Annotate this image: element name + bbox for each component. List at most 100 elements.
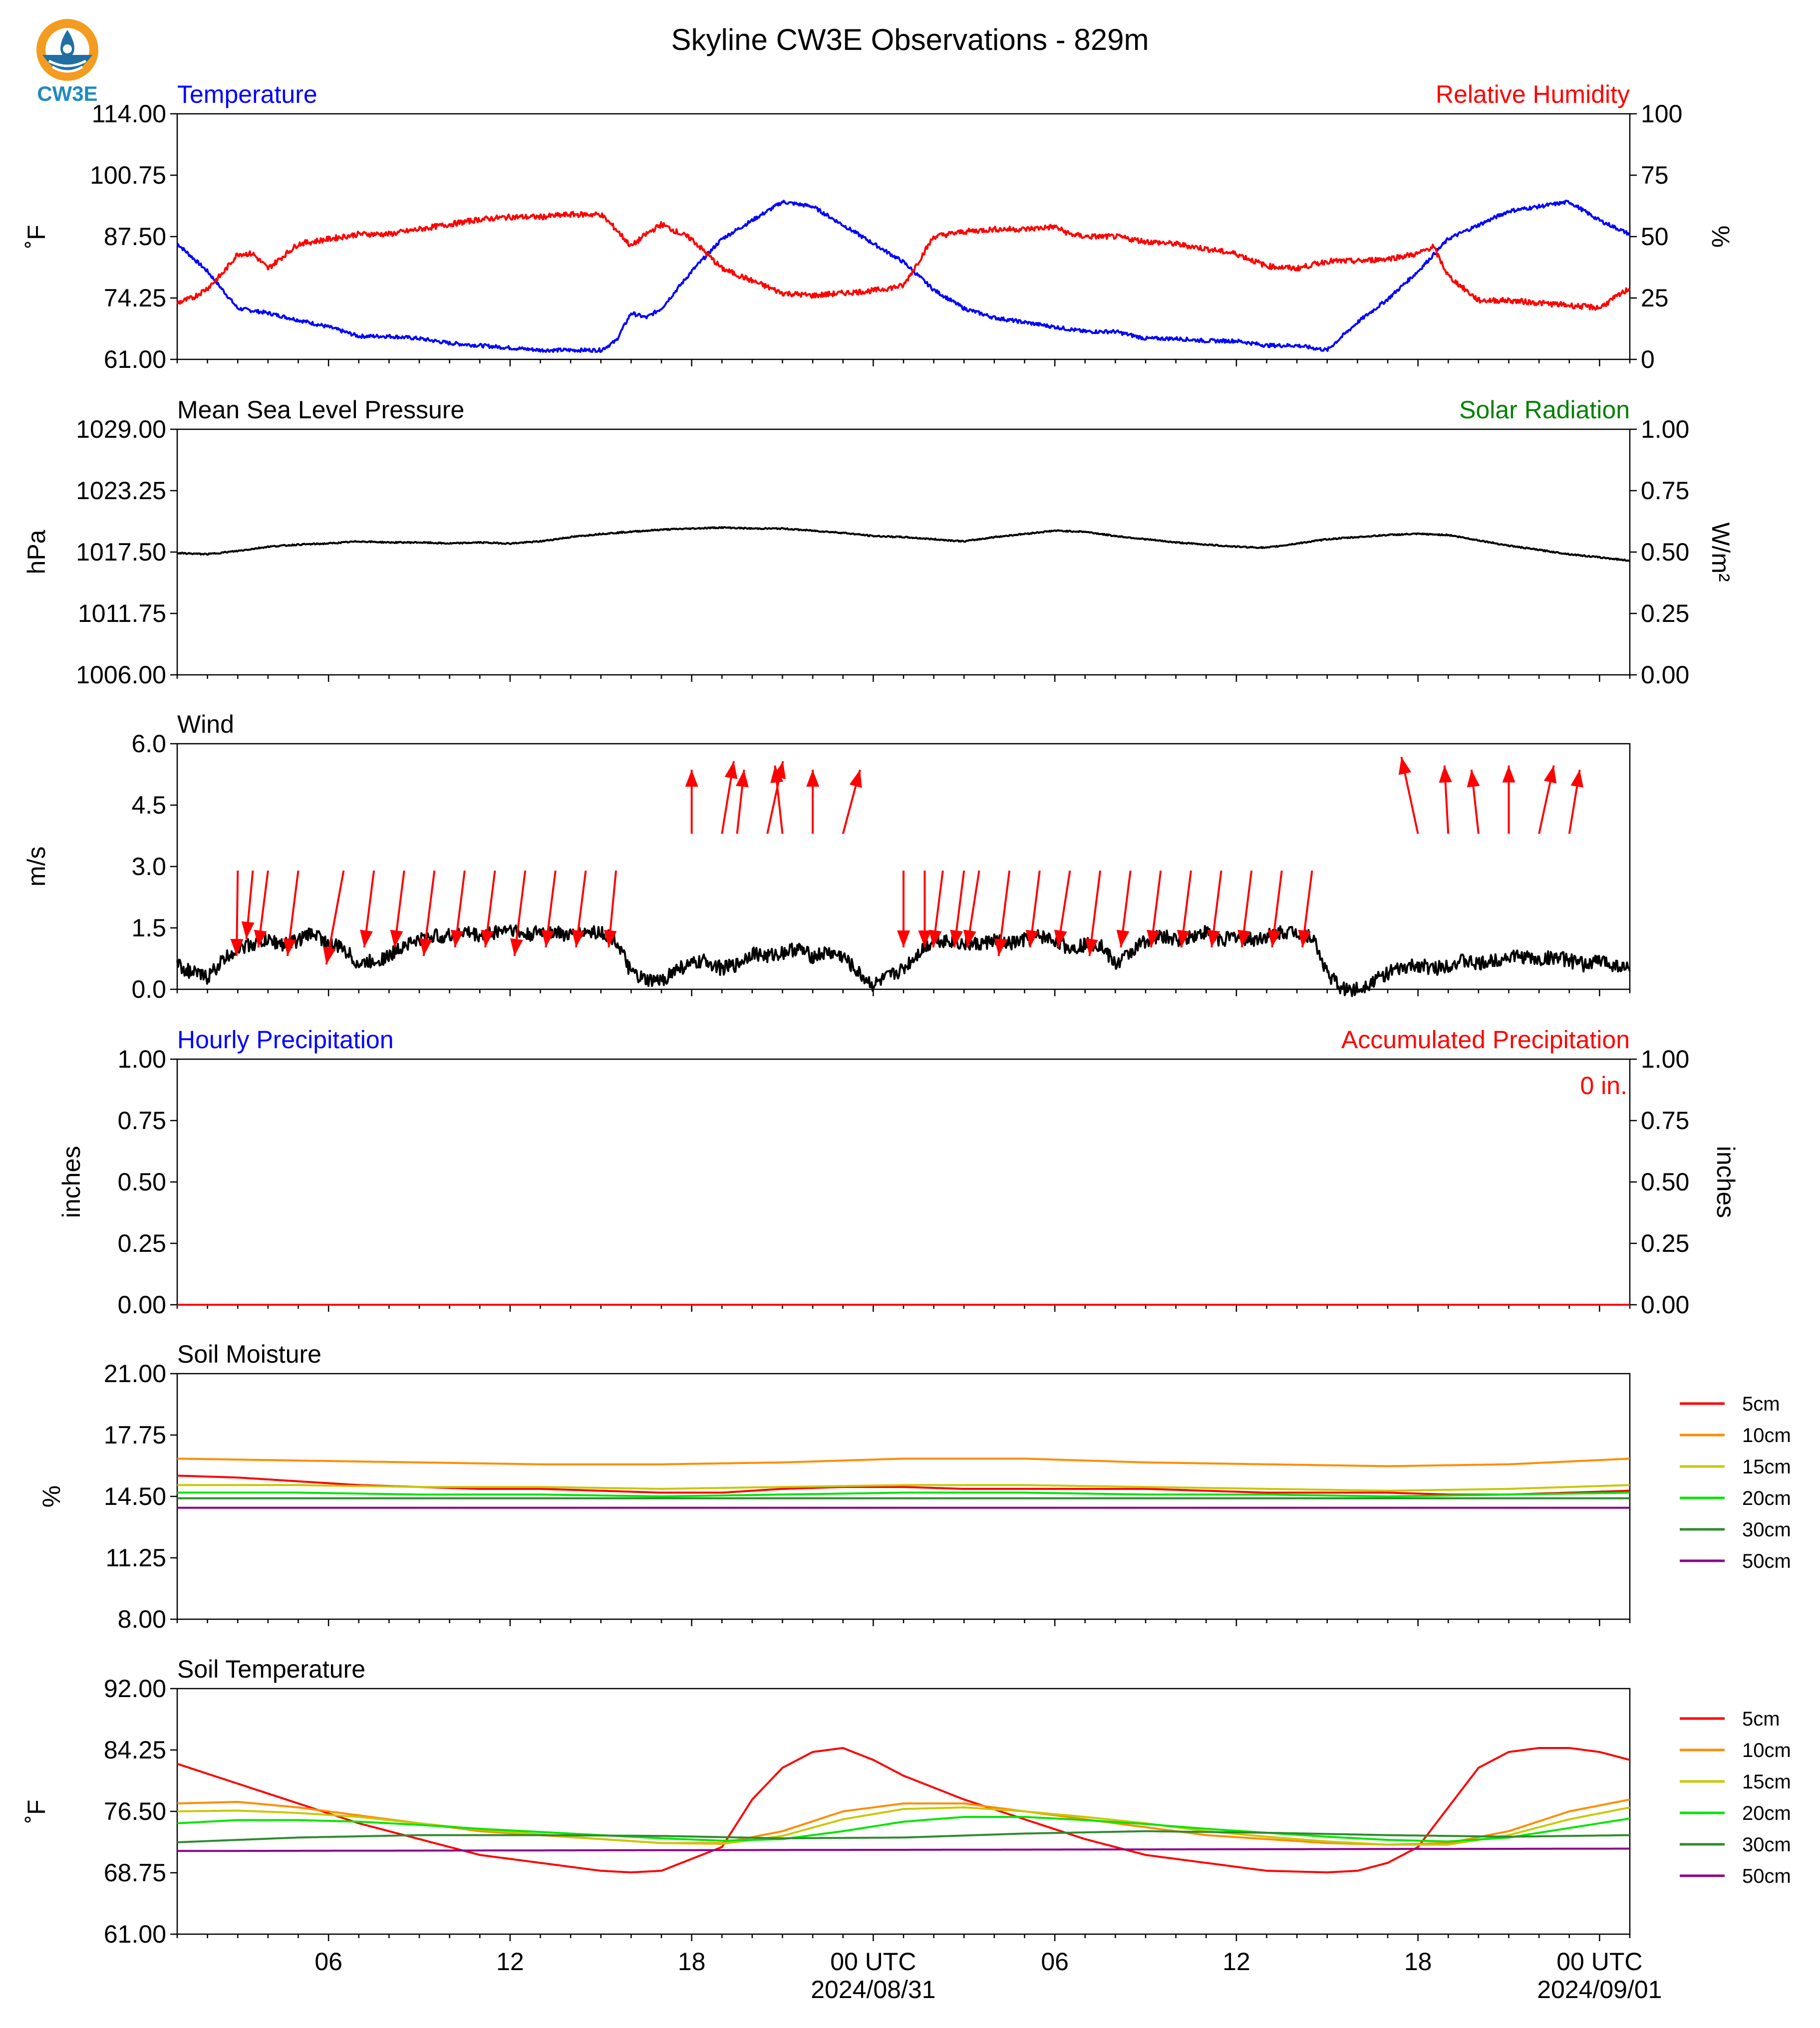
- x-tick-label: 12: [496, 1948, 524, 1976]
- legend-label: 50cm: [1742, 1865, 1791, 1887]
- y-tick-label: 1006.00: [76, 661, 166, 689]
- legend-label: 30cm: [1742, 1834, 1791, 1856]
- y-tick-label-right: 0.25: [1641, 1229, 1689, 1257]
- y-tick-label: 1011.75: [78, 599, 166, 627]
- y-tick-label: 68.75: [104, 1859, 166, 1887]
- y-tick-label-right: 0.25: [1641, 599, 1689, 627]
- panel-title-left: Soil Moisture: [177, 1340, 321, 1368]
- y-tick-label-right: 0.00: [1641, 1291, 1689, 1319]
- panel-title-left: Mean Sea Level Pressure: [177, 396, 464, 424]
- y-tick-label: 0.75: [118, 1107, 166, 1135]
- wind-arrow-head: [770, 765, 784, 783]
- y-tick-label: 100.75: [90, 161, 166, 189]
- wind-arrow-head: [241, 921, 255, 939]
- wind-arrow-head: [1054, 929, 1067, 948]
- wind-arrow-head: [1298, 929, 1311, 948]
- y-tick-label: 1.00: [118, 1045, 166, 1073]
- y-tick-label-right: 50: [1641, 223, 1669, 251]
- y-axis-label: %: [37, 1485, 65, 1507]
- y-tick-label: 1017.50: [76, 538, 166, 566]
- y-axis-label: ˚F: [22, 225, 50, 248]
- panel-3: Wind 0.0 1.5 3.0 4.5 6.0 m/s: [22, 710, 1631, 1003]
- wind-arrow-head: [918, 930, 931, 948]
- y-axis-label: inches: [57, 1146, 85, 1218]
- panel-1: Temperature Relative Humidity 61.00 74.25 87…: [22, 80, 1735, 373]
- y-tick-label: 6.0: [131, 730, 166, 758]
- x-tick-label: 12: [1222, 1948, 1250, 1976]
- wind-arrows: [230, 757, 1584, 965]
- panel-5: Soil Moisture 8.00 11.25 14.50 17.75 21.00% 5c…: [37, 1340, 1791, 1633]
- panel-6: Soil Temperature 61.00 68.75 76.50 84.25 92.0…: [22, 1655, 1791, 2004]
- legend-label: 10cm: [1742, 1739, 1791, 1761]
- x-tick-label: 00 UTC: [830, 1948, 916, 1976]
- panel-frame: [176, 1058, 1631, 1306]
- wind-arrow-head: [604, 930, 617, 948]
- legend-label: 15cm: [1742, 1771, 1791, 1793]
- series-20cm: [177, 1491, 1630, 1497]
- y-axis-label-right: W/m²: [1707, 522, 1735, 581]
- y-tick-label-right: 100: [1641, 100, 1682, 128]
- y-tick-label: 14.50: [104, 1482, 166, 1510]
- x-tick-sublabel: 2024/08/31: [811, 1976, 935, 2004]
- cw3e-logo: CW3E: [30, 15, 105, 105]
- wind-arrow-head: [950, 929, 963, 948]
- series-15cm: [177, 1484, 1630, 1492]
- y-tick-label: 84.25: [104, 1736, 166, 1764]
- series-relative-humidity: [176, 211, 1631, 311]
- y-axis-label-right: %: [1707, 226, 1735, 248]
- y-tick-label: 87.50: [104, 223, 166, 251]
- y-tick-label: 8.00: [118, 1605, 166, 1633]
- legend-label: 20cm: [1742, 1487, 1791, 1509]
- y-tick-label: 114.00: [92, 100, 166, 128]
- y-axis-label-right: inches: [1712, 1146, 1740, 1218]
- wind-arrow-head: [390, 929, 403, 948]
- legend-label: 15cm: [1742, 1456, 1791, 1478]
- wind-arrow-head: [450, 929, 464, 948]
- wind-arrow-head: [1237, 929, 1250, 948]
- wind-arrow-head: [1177, 929, 1190, 948]
- series-wind-speed: [176, 924, 1631, 997]
- y-tick-label: 76.50: [104, 1797, 166, 1825]
- y-tick-label: 1.5: [131, 914, 166, 942]
- wind-arrow-head: [735, 770, 749, 788]
- y-tick-label: 92.00: [104, 1675, 166, 1703]
- panel-title-right: Accumulated Precipitation: [1341, 1026, 1630, 1054]
- y-tick-label: 17.75: [104, 1421, 166, 1449]
- series-50cm: [177, 1847, 1630, 1852]
- y-tick-label: 61.00: [104, 345, 166, 373]
- wind-arrow-head: [360, 929, 373, 948]
- y-tick-label-right: 0.75: [1641, 1107, 1689, 1135]
- wind-arrow-head: [849, 770, 862, 788]
- page-title: Skyline CW3E Observations - 829m: [671, 23, 1149, 56]
- y-tick-label: 0.0: [131, 975, 166, 1003]
- y-tick-label: 21.00: [104, 1360, 166, 1388]
- wind-arrow-head: [1085, 938, 1098, 956]
- y-tick-label: 0.25: [118, 1229, 166, 1257]
- y-tick-label: 3.0: [131, 853, 166, 880]
- wind-arrow-head: [963, 929, 976, 948]
- wind-arrow-head: [1398, 757, 1412, 775]
- panel-frame: [176, 1688, 1631, 1935]
- wind-arrow-head: [1543, 765, 1557, 784]
- wind-arrow-head: [283, 938, 297, 956]
- legend-label: 5cm: [1742, 1393, 1780, 1415]
- legend-label: 5cm: [1742, 1708, 1780, 1730]
- wind-arrow-head: [481, 929, 494, 948]
- y-tick-label-right: 0.75: [1641, 477, 1689, 505]
- series-15cm: [177, 1806, 1630, 1846]
- panel-title-right: Solar Radiation: [1459, 396, 1630, 424]
- legend-label: 20cm: [1742, 1802, 1791, 1824]
- panel-title-left: Wind: [177, 710, 234, 738]
- panel-title-left: Soil Temperature: [177, 1655, 365, 1683]
- panel-4: Hourly Precipitation Accumulated Precipit…: [57, 1026, 1740, 1319]
- wind-arrow-head: [897, 930, 910, 948]
- y-tick-label: 61.00: [104, 1920, 166, 1948]
- y-tick-label: 4.5: [131, 791, 166, 819]
- wind-arrow-head: [1570, 770, 1584, 788]
- wind-arrow-head: [928, 929, 942, 948]
- panel-title-left: Hourly Precipitation: [177, 1026, 394, 1054]
- wind-arrow-head: [230, 939, 244, 956]
- wind-arrow-head: [1267, 929, 1281, 948]
- wind-arrow-head: [572, 929, 585, 948]
